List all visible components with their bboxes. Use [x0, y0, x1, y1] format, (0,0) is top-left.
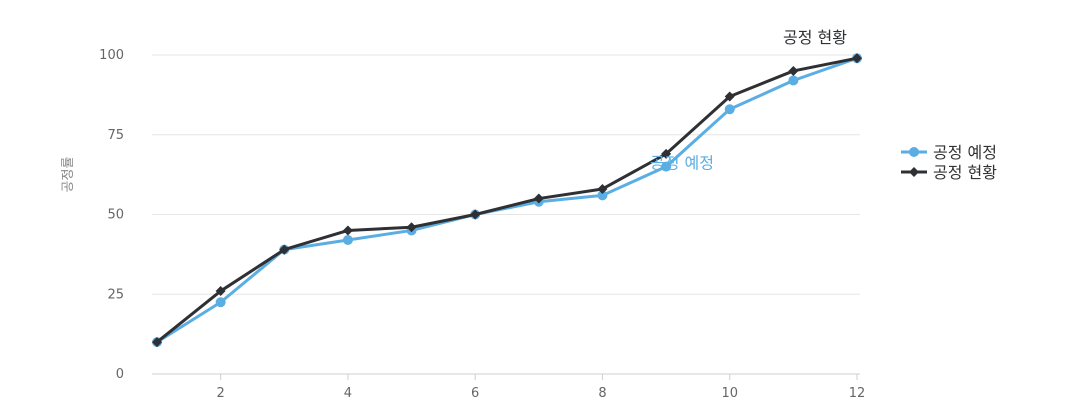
data-point-diamond [470, 209, 481, 220]
series-layer [152, 53, 862, 348]
y-axis-title: 공정률 [61, 157, 76, 193]
series-label-plan: 공정 예정 [650, 154, 714, 173]
data-point-diamond [406, 222, 417, 233]
legend-label: 공정 현황 [933, 163, 997, 182]
data-point-diamond [533, 193, 544, 204]
x-tick-label: 2 [216, 386, 224, 401]
data-point-diamond [661, 148, 672, 159]
data-point-circle [724, 104, 735, 115]
label-layer: 공정 예정 공정 현황 [650, 28, 847, 172]
series-plan [152, 53, 862, 348]
data-point-diamond [279, 244, 290, 255]
data-point-diamond [852, 53, 862, 64]
data-point-diamond [788, 65, 799, 76]
y-tick-label: 25 [107, 287, 124, 302]
x-tick-label: 12 [849, 386, 866, 401]
data-point-circle [215, 297, 226, 308]
legend-marker-diamond [909, 167, 919, 177]
series-line [155, 56, 859, 344]
legend-label: 공정 예정 [933, 143, 997, 162]
data-point-diamond [215, 286, 226, 297]
legend-item-plan[interactable]: 공정 예정 [901, 143, 997, 162]
data-point-circle [788, 75, 799, 86]
data-point-diamond [724, 91, 735, 102]
data-point-circle [661, 161, 672, 172]
legend-item-actual[interactable]: 공정 현황 [901, 163, 997, 182]
x-tick-label: 6 [471, 386, 479, 401]
series-actual [152, 53, 862, 348]
x-tick-label: 10 [721, 386, 738, 401]
data-point-diamond [597, 183, 608, 194]
legend-marker-circle [909, 147, 919, 157]
grid-layer [152, 54, 860, 295]
y-tick-label: 0 [116, 367, 124, 382]
data-point-diamond [152, 337, 162, 348]
y-tick-label: 100 [99, 48, 124, 63]
data-point-circle [342, 235, 353, 246]
data-point-circle [597, 190, 608, 201]
x-tick-label: 4 [344, 386, 352, 401]
x-tick-label: 8 [598, 386, 606, 401]
series-line [155, 56, 859, 344]
data-point-diamond [342, 225, 353, 236]
series-label-actual: 공정 현황 [783, 28, 847, 47]
y-tick-label: 50 [107, 208, 124, 223]
y-tick-label: 75 [107, 128, 124, 143]
axis-layer: 0 25 50 75 100 2 4 6 8 10 12 공정률 [61, 48, 865, 401]
